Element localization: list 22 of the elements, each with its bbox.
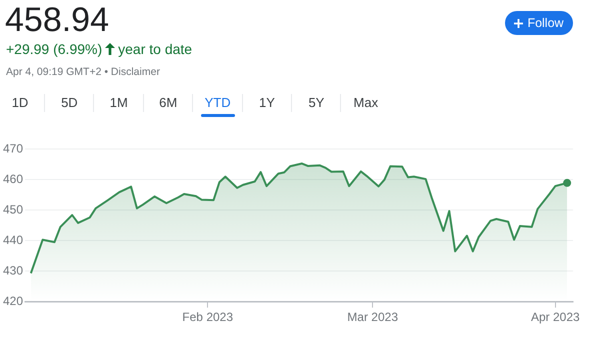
text: 5Y (307, 94, 326, 112)
text: Apr 4, 09:19 GMT+2 • Disclaimer (6, 65, 160, 79)
text: Max (352, 94, 380, 112)
x-tick-label: Mar 2023 (347, 310, 398, 324)
text: 5D (60, 94, 79, 112)
x-tick-label: Apr 2023 (530, 310, 580, 324)
text: 1M (108, 94, 129, 112)
text: 6M (158, 94, 178, 112)
text: +29.99 (6.99%) (6, 40, 102, 58)
y-tick-label: 450 (2, 202, 24, 216)
y-tick-label: 460 (2, 172, 24, 186)
chart-title: 458.94 (5, 0, 109, 40)
x-tick-label: Feb 2023 (182, 310, 234, 324)
y-tick-label: 440 (2, 232, 24, 247)
y-tick-label: 470 (2, 142, 24, 156)
text: year to date (118, 40, 192, 58)
text: YTD (204, 94, 232, 112)
text: 1D (10, 94, 30, 112)
text: 1Y (258, 94, 276, 112)
y-tick-label: 420 (2, 294, 24, 308)
text: Follow (527, 16, 564, 30)
y-tick-label: 430 (2, 263, 24, 278)
